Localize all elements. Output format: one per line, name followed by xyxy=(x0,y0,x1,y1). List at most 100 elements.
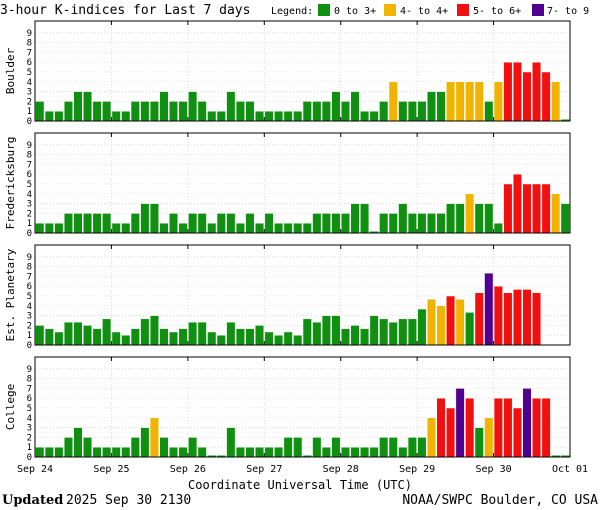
panel-2-bar xyxy=(407,318,417,346)
panel-0-bar xyxy=(560,119,570,121)
legend: Legend: 0 to 3+ 4- to 4+ 5- to 6+ 7- to … xyxy=(271,4,589,17)
panel-3-bar xyxy=(254,446,265,458)
panel-0-bar xyxy=(388,81,398,122)
x-tick-label: Sep 25 xyxy=(93,464,129,475)
panel-3-bar xyxy=(169,446,179,458)
panel-2-bar xyxy=(350,325,360,346)
panel-1-bar xyxy=(63,213,73,234)
panel-1-frame xyxy=(34,132,571,234)
panel-1-bar xyxy=(446,203,456,234)
panel-3-bar xyxy=(369,446,379,458)
legend-swatch-1 xyxy=(384,4,396,16)
panel-1-bar xyxy=(398,203,408,234)
panel-0-bar xyxy=(73,91,83,122)
panels: Boulder0123456789Fredericksburg012345678… xyxy=(4,20,571,463)
x-tick-labels: Sep 24 Sep 25 Sep 26 Sep 27 Sep 28 Sep 29 Sep … xyxy=(17,464,588,475)
panel-0-bar xyxy=(446,81,456,122)
legend-item-2: 5- to 6+ xyxy=(473,6,521,17)
panel-0-ytick: 3 xyxy=(27,88,32,98)
panel-1-bar xyxy=(73,213,83,234)
panel-0-bar xyxy=(398,101,408,122)
panel-0-bar xyxy=(331,91,341,122)
panel-0-bar xyxy=(111,110,121,122)
panel-0-bar xyxy=(274,110,284,122)
panel-0-bar xyxy=(121,110,131,122)
panel-0-ytick: 1 xyxy=(27,107,32,117)
panel-3-bar xyxy=(455,388,465,458)
panel-1-bar xyxy=(226,213,236,234)
panel-3-bar xyxy=(532,397,542,458)
panel-3-ytick: 4 xyxy=(27,414,32,424)
panel-2-bar xyxy=(83,325,93,346)
panel-3-bar xyxy=(226,427,236,458)
panel-3-bar xyxy=(217,455,226,457)
legend-swatch-2 xyxy=(457,4,469,16)
panel-2-bar xyxy=(532,292,542,346)
panel-1-ytick: 4 xyxy=(27,190,32,200)
legend-swatch-3 xyxy=(532,4,544,16)
panel-3-bar xyxy=(264,446,274,458)
panel-1-bar xyxy=(474,203,484,234)
panel-0-bar xyxy=(455,81,465,122)
panel-3-bar xyxy=(121,446,131,458)
panel-3-bar xyxy=(321,446,331,458)
panel-1-bar xyxy=(283,222,293,234)
panel-3-bar xyxy=(303,455,312,457)
panel-1-bar xyxy=(426,213,437,234)
panel-3-ylabel: College xyxy=(4,384,17,430)
panel-1-bar xyxy=(369,231,379,233)
panel-3-bar xyxy=(350,446,360,458)
panel-1-bar xyxy=(331,213,341,234)
panel-0-bar xyxy=(92,101,102,122)
panel-0-bar xyxy=(83,91,93,122)
panel-2-ytick: 9 xyxy=(27,253,32,263)
panel-1-bar xyxy=(159,222,169,234)
panel-1-bar xyxy=(541,183,551,234)
footer-source: NOAA/SWPC Boulder, CO USA xyxy=(402,493,598,508)
panel-3-ytick: 6 xyxy=(27,394,32,404)
panel-0-bar xyxy=(159,91,169,122)
panel-1-bar xyxy=(321,213,331,234)
panel-0-bar xyxy=(149,101,159,122)
panel-2-bar xyxy=(130,328,140,346)
panel-1-bar xyxy=(532,183,542,234)
panel-3-ytick: 7 xyxy=(27,384,32,394)
panel-0-ylabel: Boulder xyxy=(4,47,17,94)
panel-2-bar xyxy=(321,315,331,346)
panel-0-bar xyxy=(474,81,484,122)
panel-0-ytick: 9 xyxy=(27,29,32,39)
panel-2-bar xyxy=(245,328,255,346)
panel-3-bar xyxy=(111,446,121,458)
panel-2-ytick: 0 xyxy=(27,341,32,351)
panel-1-bar xyxy=(512,173,522,234)
panel-3-bar xyxy=(102,446,112,458)
panel-2-bar xyxy=(188,321,198,346)
panel-0-bar xyxy=(541,71,551,122)
panel-1-bar xyxy=(92,213,102,234)
panel-3-bar xyxy=(63,437,73,458)
panel-2-ytick: 4 xyxy=(27,302,32,312)
panel-2-bar xyxy=(503,292,513,346)
panel-1-bar xyxy=(293,222,303,234)
panel-0-bar xyxy=(407,101,417,122)
panel-3-ytick: 3 xyxy=(27,424,32,434)
panel-2-bar xyxy=(44,328,54,346)
panel-1-ytick: 0 xyxy=(27,229,32,239)
panel-3-bar xyxy=(197,446,207,458)
panel-0-bar xyxy=(340,101,351,122)
x-tick-label: Oct 01 xyxy=(552,464,588,475)
panel-2-bar xyxy=(54,331,64,346)
panel-1-bar xyxy=(178,222,188,234)
panel-3-bar xyxy=(407,437,417,458)
panel-1-bar xyxy=(560,203,570,234)
panel-2-bar xyxy=(522,289,532,346)
panel-3-bar xyxy=(560,455,570,457)
panel-2-ytick: 3 xyxy=(27,312,32,322)
panel-3-bar xyxy=(503,397,513,458)
panel-0-bar xyxy=(35,101,45,122)
panel-2-bar xyxy=(493,285,503,346)
panel-1-bar xyxy=(484,203,494,234)
panel-1-bar xyxy=(216,213,226,234)
